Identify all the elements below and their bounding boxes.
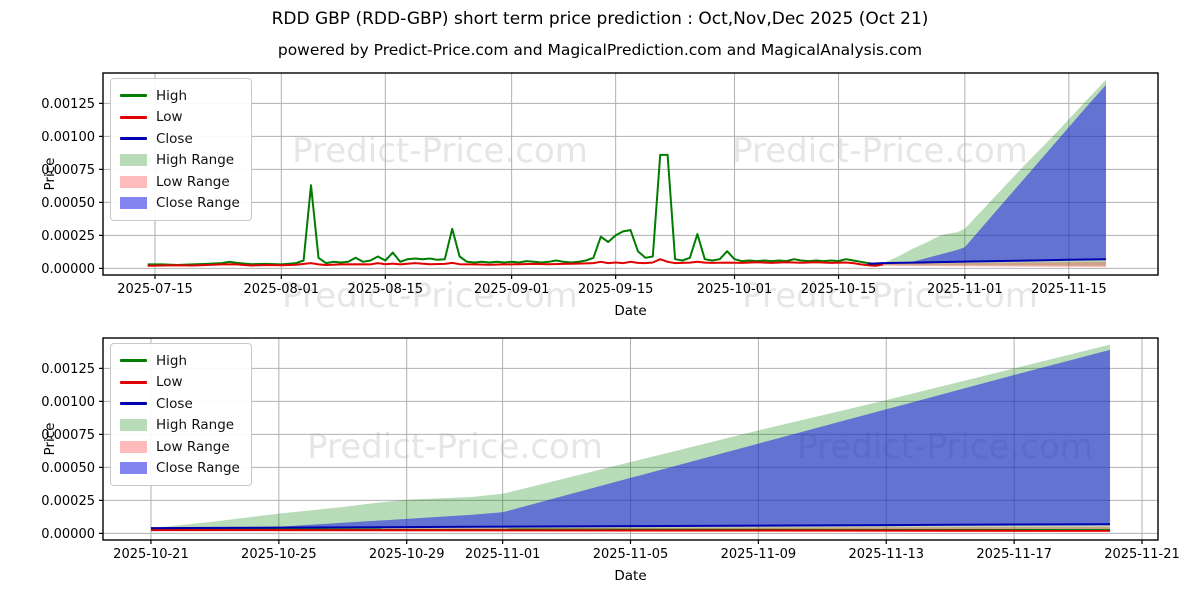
close-range-area bbox=[883, 84, 1106, 264]
legend-label: Close Range bbox=[156, 195, 240, 212]
y-tick-label: 0.00050 bbox=[41, 461, 95, 476]
legend-label: Close Range bbox=[156, 460, 240, 477]
legend-item-high-range: High Range bbox=[120, 415, 240, 437]
watermark-text: Predict-Price.com bbox=[742, 276, 1038, 316]
x-axis-label: Date bbox=[614, 303, 646, 319]
legend-label: High bbox=[156, 352, 188, 369]
high-line bbox=[147, 153, 884, 266]
legend-item-high-range: High Range bbox=[120, 150, 240, 172]
x-tick-label: 2025-11-01 bbox=[927, 282, 1003, 297]
x-tick-label: 2025-11-05 bbox=[593, 547, 669, 562]
close-line bbox=[868, 258, 1107, 265]
x-axis-label: Date bbox=[614, 568, 646, 584]
x-tick-label: 2025-08-01 bbox=[244, 282, 320, 297]
y-axis-label: Price bbox=[42, 423, 58, 456]
legend-top-chart: High Low Close High Range Low Range Close Ran… bbox=[110, 78, 252, 221]
close-range-area bbox=[151, 349, 1110, 529]
legend-label: Low Range bbox=[156, 438, 230, 455]
x-tick-label: 2025-10-25 bbox=[241, 547, 317, 562]
y-tick-label: 0.00075 bbox=[41, 428, 95, 443]
legend-item-close-range: Close Range bbox=[120, 193, 240, 215]
legend-swatch-patch bbox=[120, 462, 147, 475]
legend-swatch-line bbox=[120, 402, 147, 406]
legend-item-close: Close bbox=[120, 128, 240, 150]
y-tick-label: 0.00000 bbox=[41, 527, 95, 542]
legend-label: High Range bbox=[156, 417, 235, 434]
low-range-area bbox=[883, 261, 1106, 268]
watermark-text: Predict-Price.com bbox=[732, 131, 1028, 171]
legend-swatch-patch bbox=[120, 419, 147, 432]
legend-label: Close bbox=[156, 395, 193, 412]
legend-swatch-patch bbox=[120, 440, 147, 453]
legend-swatch-patch bbox=[120, 197, 147, 210]
y-tick-label: 0.00000 bbox=[41, 262, 95, 277]
legend-item-low: Low bbox=[120, 372, 240, 394]
x-tick-label: 2025-10-01 bbox=[697, 282, 773, 297]
x-tick-label: 2025-09-15 bbox=[578, 282, 654, 297]
x-tick-label: 2025-11-21 bbox=[1104, 547, 1180, 562]
legend-swatch-line bbox=[120, 137, 147, 141]
watermark-text: Predict-Price.com bbox=[282, 276, 578, 316]
legend-bottom-chart: High Low Close High Range Low Range Close Ran… bbox=[110, 343, 252, 486]
legend-item-high: High bbox=[120, 85, 240, 107]
x-tick-label: 2025-11-17 bbox=[976, 547, 1052, 562]
x-tick-label: 2025-10-21 bbox=[113, 547, 189, 562]
x-tick-label: 2025-10-15 bbox=[801, 282, 877, 297]
x-tick-label: 2025-10-29 bbox=[369, 547, 445, 562]
x-tick-label: 2025-09-01 bbox=[474, 282, 550, 297]
legend-swatch-line bbox=[120, 94, 147, 98]
legend-item-low-range: Low Range bbox=[120, 436, 240, 458]
y-tick-label: 0.00125 bbox=[41, 97, 95, 112]
chart-title: RDD GBP (RDD-GBP) short term price predi… bbox=[271, 9, 929, 29]
x-tick-label: 2025-11-15 bbox=[1031, 282, 1107, 297]
legend-label: Low bbox=[156, 109, 183, 126]
watermark-text: Predict-Price.com bbox=[307, 427, 603, 467]
legend-swatch-patch bbox=[120, 175, 147, 188]
chart-subtitle: powered by Predict-Price.com and Magical… bbox=[277, 41, 923, 59]
y-tick-label: 0.00100 bbox=[41, 395, 95, 410]
x-tick-label: 2025-11-01 bbox=[465, 547, 541, 562]
legend-item-close: Close bbox=[120, 393, 240, 415]
legend-label: Close bbox=[156, 130, 193, 147]
y-tick-label: 0.00050 bbox=[41, 196, 95, 211]
legend-swatch-line bbox=[120, 359, 147, 363]
legend-swatch-patch bbox=[120, 154, 147, 167]
legend-item-close-range: Close Range bbox=[120, 458, 240, 480]
legend-item-low-range: Low Range bbox=[120, 171, 240, 193]
y-tick-label: 0.00075 bbox=[41, 163, 95, 178]
x-tick-label: 2025-11-13 bbox=[848, 547, 924, 562]
y-tick-label: 0.00025 bbox=[41, 229, 95, 244]
y-tick-label: 0.00125 bbox=[41, 362, 95, 377]
close-line bbox=[150, 523, 1111, 530]
low-line bbox=[147, 258, 884, 267]
legend-swatch-line bbox=[120, 380, 147, 384]
legend-item-low: Low bbox=[120, 107, 240, 129]
watermark-text: Predict-Price.com bbox=[292, 131, 588, 171]
legend-swatch-line bbox=[120, 115, 147, 119]
y-tick-label: 0.00025 bbox=[41, 494, 95, 509]
plot-border bbox=[102, 72, 1159, 276]
x-tick-label: 2025-11-09 bbox=[721, 547, 797, 562]
legend-label: High Range bbox=[156, 152, 235, 169]
y-tick-label: 0.00100 bbox=[41, 130, 95, 145]
y-axis-label: Price bbox=[42, 158, 58, 191]
x-tick-label: 2025-07-15 bbox=[117, 282, 193, 297]
legend-label: Low bbox=[156, 374, 183, 391]
legend-item-high: High bbox=[120, 350, 240, 372]
low-line bbox=[150, 529, 1111, 532]
x-tick-label: 2025-08-15 bbox=[348, 282, 424, 297]
legend-label: Low Range bbox=[156, 173, 230, 190]
legend-label: High bbox=[156, 87, 188, 104]
